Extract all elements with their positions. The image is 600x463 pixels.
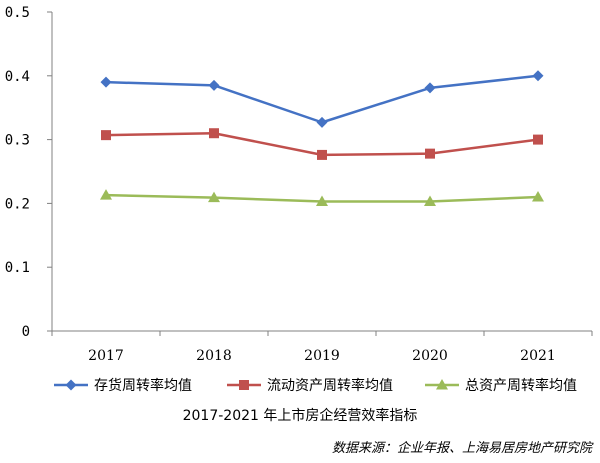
x-tick-label: 2020 xyxy=(412,348,448,364)
series-3 xyxy=(100,189,544,206)
legend: 存货周转率均值 流动资产周转率均值 总资产周转率均值 xyxy=(54,377,577,394)
data-point xyxy=(317,149,327,160)
y-tick-label: 0 xyxy=(22,324,30,340)
legend-item: 流动资产周转率均值 xyxy=(227,377,393,394)
y-axis-ticks: 0 0.1 0.2 0.3 0.4 0.5 xyxy=(5,5,52,340)
data-point xyxy=(100,189,112,200)
legend-item: 总资产周转率均值 xyxy=(425,377,577,394)
y-tick-label: 0.2 xyxy=(5,196,30,212)
x-tick-label: 2019 xyxy=(304,348,340,364)
data-point xyxy=(101,130,111,141)
data-point xyxy=(424,195,436,206)
data-point xyxy=(209,128,219,139)
data-source-note: 数据来源：企业年报、上海易居房地产研究院 xyxy=(332,440,594,456)
legend-label: 总资产周转率均值 xyxy=(465,377,577,394)
x-tick-label: 2021 xyxy=(520,348,556,364)
data-point xyxy=(533,134,543,145)
series-line xyxy=(105,74,539,124)
data-point xyxy=(532,70,544,82)
data-point xyxy=(208,191,220,203)
y-tick-label: 0.1 xyxy=(5,260,30,276)
series-1 xyxy=(100,70,544,128)
data-point xyxy=(424,82,436,94)
legend-marker xyxy=(239,380,249,390)
data-point xyxy=(316,116,328,128)
y-tick-label: 0.3 xyxy=(5,133,30,149)
data-point xyxy=(425,148,435,159)
legend-marker xyxy=(65,379,77,391)
axes xyxy=(51,12,592,332)
data-point xyxy=(100,76,112,88)
series-group xyxy=(100,70,544,206)
x-tick-label: 2018 xyxy=(196,348,232,364)
y-tick-label: 0.5 xyxy=(5,5,30,21)
series-2 xyxy=(101,128,543,160)
legend-marker xyxy=(436,379,448,390)
data-point xyxy=(208,79,220,91)
legend-label: 存货周转率均值 xyxy=(94,377,192,394)
x-axis-ticks: 2017 2018 2019 2020 2021 xyxy=(51,331,593,364)
data-point xyxy=(316,195,328,206)
x-tick-label: 2017 xyxy=(88,348,124,364)
y-tick-label: 0.4 xyxy=(5,69,30,85)
legend-label: 流动资产周转率均值 xyxy=(267,377,393,394)
legend-item: 存货周转率均值 xyxy=(54,377,192,394)
chart-title: 2017-2021 年上市房企经营效率指标 xyxy=(183,407,418,424)
data-point xyxy=(532,191,544,202)
